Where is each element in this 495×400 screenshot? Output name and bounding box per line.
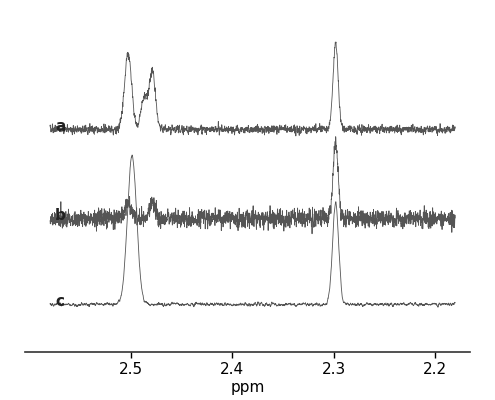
Text: a: a xyxy=(55,119,65,134)
X-axis label: ppm: ppm xyxy=(230,380,265,395)
Text: c: c xyxy=(55,294,64,309)
Text: b: b xyxy=(55,208,66,223)
